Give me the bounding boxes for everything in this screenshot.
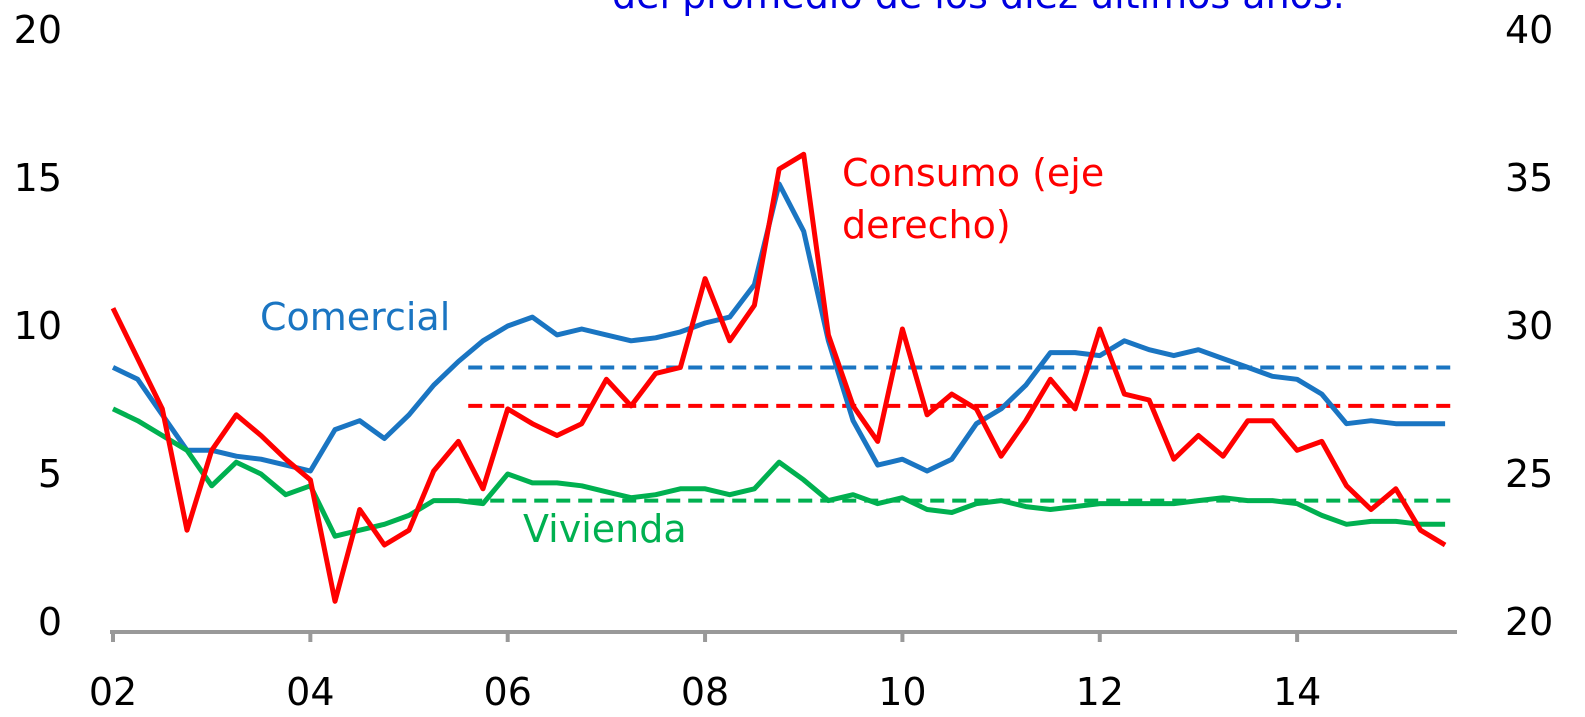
y2-tick-label: 40 xyxy=(1505,8,1553,52)
y-tick-label: 20 xyxy=(14,8,62,52)
x-tick-label: 04 xyxy=(286,670,334,714)
x-tick-label: 02 xyxy=(89,670,137,714)
x-tick-label: 10 xyxy=(878,670,926,714)
y-tick-label: 15 xyxy=(14,156,62,200)
series-line xyxy=(111,406,1446,539)
y2-tick-label: 30 xyxy=(1505,304,1553,348)
x-tick-label: 14 xyxy=(1273,670,1321,714)
y2-tick-label: 20 xyxy=(1505,600,1553,644)
series-line xyxy=(110,151,1447,604)
series-label: Consumo (eje derecho) xyxy=(842,151,1116,247)
y2-tick-label: 35 xyxy=(1505,156,1553,200)
y-tick-label: 0 xyxy=(38,600,62,644)
y-tick-label: 5 xyxy=(38,452,62,496)
y-tick-label: 10 xyxy=(14,304,62,348)
series-label: Vivienda xyxy=(523,507,687,551)
series-label: Comercial xyxy=(260,295,450,339)
y2-tick-label: 25 xyxy=(1505,452,1553,496)
series-line xyxy=(111,181,1446,474)
x-tick-label: 06 xyxy=(484,670,532,714)
x-tick-label: 12 xyxy=(1076,670,1124,714)
x-tick-label: 08 xyxy=(681,670,729,714)
chart-title: del promedio de los diez últimos años. xyxy=(612,0,1345,17)
